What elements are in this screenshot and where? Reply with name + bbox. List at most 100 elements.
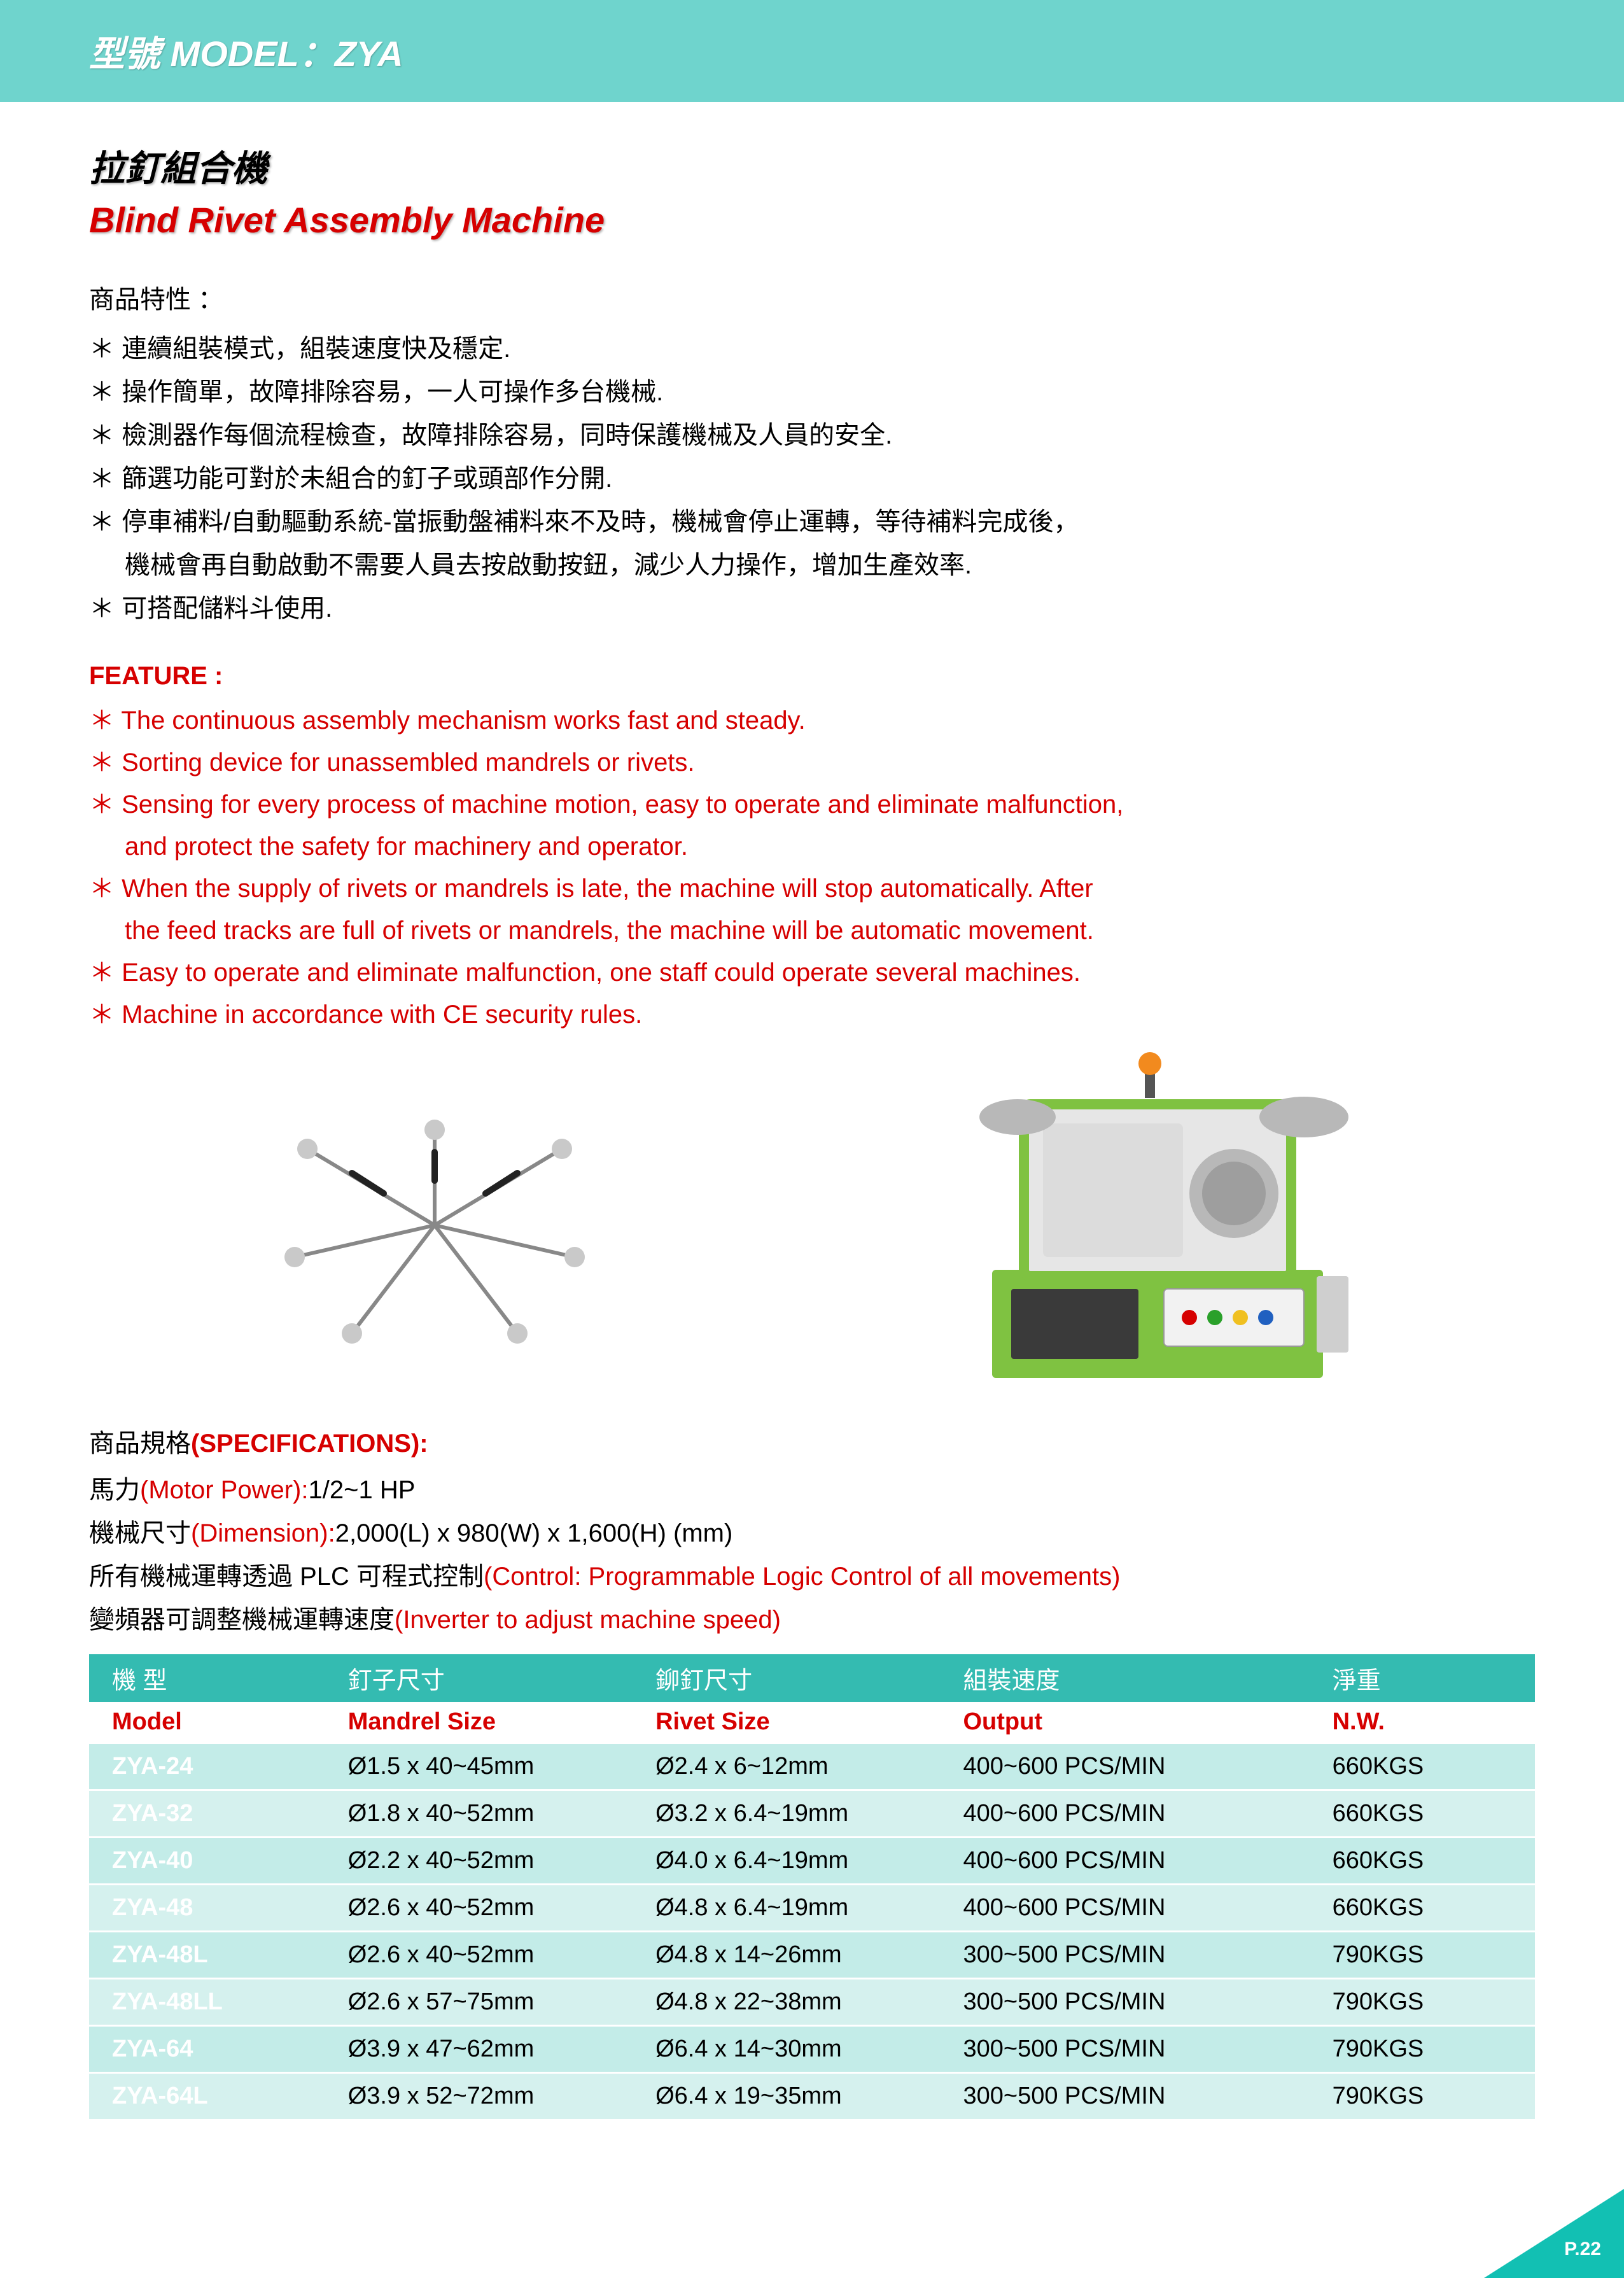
table-header-cn-cell: 淨重: [1320, 1654, 1535, 1702]
feature-cn-item: 連續組裝模式，組裝速度快及穩定.: [89, 327, 1535, 370]
feature-cn-item: 機械會再自動啟動不需要人員去按啟動按鈕，減少人力操作，增加生產效率.: [89, 544, 1535, 587]
header-title: 型號 MODEL：ZYA: [89, 25, 403, 77]
table-cell: 400~600 PCS/MIN: [951, 1838, 1320, 1885]
table-cell: 660KGS: [1320, 1838, 1535, 1885]
feature-cn-item: 檢測器作每個流程檢查，故障排除容易，同時保護機械及人員的安全.: [89, 414, 1535, 457]
table-cell: 790KGS: [1320, 2026, 1535, 2073]
table-cell: 660KGS: [1320, 1790, 1535, 1838]
table-header-en-cell: Model: [89, 1702, 335, 1743]
feature-en-item: Sensing for every process of machine mot…: [89, 784, 1535, 826]
spec-line-val: 2,000(L) x 980(W) x 1,600(H) (mm): [335, 1519, 733, 1547]
table-row: ZYA-32Ø1.8 x 40~52mmØ3.2 x 6.4~19mm400~6…: [89, 1790, 1535, 1838]
table-row: ZYA-24Ø1.5 x 40~45mmØ2.4 x 6~12mm400~600…: [89, 1743, 1535, 1790]
model-cell: ZYA-64: [89, 2026, 335, 2073]
model-cell: ZYA-40: [89, 1838, 335, 1885]
image-row: [89, 1047, 1535, 1403]
spec-line-cn: 變頻器可調整機械運轉速度: [89, 1606, 395, 1634]
table-header-en-cell: N.W.: [1320, 1702, 1535, 1743]
model-cell: ZYA-24: [89, 1743, 335, 1790]
machine-illustration: [935, 1047, 1380, 1403]
table-cell: Ø4.0 x 6.4~19mm: [643, 1838, 950, 1885]
table-row: ZYA-64Ø3.9 x 47~62mmØ6.4 x 14~30mm300~50…: [89, 2026, 1535, 2073]
table-cell: Ø4.8 x 22~38mm: [643, 1979, 950, 2026]
product-title-en: Blind Rivet Assembly Machine: [89, 199, 1535, 241]
page-number: P.22: [1564, 2239, 1601, 2260]
table-cell: Ø3.2 x 6.4~19mm: [643, 1790, 950, 1838]
spec-heading-cn: 商品規格: [89, 1430, 191, 1458]
spec-line-en: (Dimension):: [191, 1519, 335, 1547]
model-cell: ZYA-32: [89, 1790, 335, 1838]
table-cell: Ø6.4 x 19~35mm: [643, 2073, 950, 2120]
features-cn-label: 商品特性 ：: [89, 279, 1535, 316]
table-cell: 300~500 PCS/MIN: [951, 1979, 1320, 2026]
table-cell: Ø6.4 x 14~30mm: [643, 2026, 950, 2073]
table-cell: 400~600 PCS/MIN: [951, 1790, 1320, 1838]
table-row: ZYA-48Ø2.6 x 40~52mmØ4.8 x 6.4~19mm400~6…: [89, 1885, 1535, 1932]
spec-line: 機械尺寸(Dimension):2,000(L) x 980(W) x 1,60…: [89, 1512, 1535, 1555]
spec-heading: 商品規格(SPECIFICATIONS):: [89, 1423, 1535, 1459]
spec-line-cn: 所有機械運轉透過 PLC 可程式控制: [89, 1563, 484, 1591]
table-cell: 300~500 PCS/MIN: [951, 1932, 1320, 1979]
table-cell: 660KGS: [1320, 1885, 1535, 1932]
model-cell: ZYA-48LL: [89, 1979, 335, 2026]
table-header-cn-cell: 鉚釘尺寸: [643, 1654, 950, 1702]
table-cell: Ø4.8 x 6.4~19mm: [643, 1885, 950, 1932]
table-header-en-cell: Rivet Size: [643, 1702, 950, 1743]
spec-line-val: 1/2~1 HP: [309, 1476, 416, 1504]
features-en-label: FEATURE :: [89, 662, 1535, 691]
table-body: ZYA-24Ø1.5 x 40~45mmØ2.4 x 6~12mm400~600…: [89, 1743, 1535, 2120]
features-en-list: The continuous assembly mechanism works …: [89, 700, 1535, 1036]
content-area: 拉釘組合機 Blind Rivet Assembly Machine 商品特性 …: [0, 102, 1624, 2246]
table-cell: 660KGS: [1320, 1743, 1535, 1790]
table-cell: 790KGS: [1320, 1932, 1535, 1979]
spec-line: 變頻器可調整機械運轉速度(Inverter to adjust machine …: [89, 1598, 1535, 1642]
spec-line-en: (Inverter to adjust machine speed): [395, 1606, 781, 1634]
feature-cn-item: 停車補料/自動驅動系統-當振動盤補料來不及時，機械會停止運轉，等待補料完成後，: [89, 500, 1535, 544]
product-title-cn: 拉釘組合機: [89, 140, 1535, 192]
feature-cn-item: 篩選功能可對於未組合的釘子或頭部作分開.: [89, 457, 1535, 500]
table-header-en-cell: Output: [951, 1702, 1320, 1743]
table-row: ZYA-64LØ3.9 x 52~72mmØ6.4 x 19~35mm300~5…: [89, 2073, 1535, 2120]
table-cell: Ø3.9 x 52~72mm: [335, 2073, 643, 2120]
table-cell: Ø1.8 x 40~52mm: [335, 1790, 643, 1838]
feature-en-item: Easy to operate and eliminate malfunctio…: [89, 952, 1535, 994]
table-header-en: ModelMandrel SizeRivet SizeOutputN.W.: [89, 1702, 1535, 1743]
spec-heading-en: (SPECIFICATIONS):: [191, 1430, 428, 1458]
table-cell: 300~500 PCS/MIN: [951, 2026, 1320, 2073]
table-row: ZYA-48LØ2.6 x 40~52mmØ4.8 x 14~26mm300~5…: [89, 1932, 1535, 1979]
spec-line-cn: 機械尺寸: [89, 1519, 191, 1547]
table-header-cn-cell: 釘子尺寸: [335, 1654, 643, 1702]
feature-en-item: When the supply of rivets or mandrels is…: [89, 868, 1535, 910]
table-header-en-cell: Mandrel Size: [335, 1702, 643, 1743]
table-header-cn: 機 型釘子尺寸鉚釘尺寸組裝速度淨重: [89, 1654, 1535, 1702]
spec-line-en: (Motor Power):: [140, 1476, 309, 1504]
table-row: ZYA-40Ø2.2 x 40~52mmØ4.0 x 6.4~19mm400~6…: [89, 1838, 1535, 1885]
feature-en-item: The continuous assembly mechanism works …: [89, 700, 1535, 742]
table-cell: Ø2.4 x 6~12mm: [643, 1743, 950, 1790]
spec-table: 機 型釘子尺寸鉚釘尺寸組裝速度淨重 ModelMandrel SizeRivet…: [89, 1654, 1535, 2119]
table-cell: Ø2.2 x 40~52mm: [335, 1838, 643, 1885]
table-cell: 400~600 PCS/MIN: [951, 1743, 1320, 1790]
table-cell: Ø4.8 x 14~26mm: [643, 1932, 950, 1979]
model-cell: ZYA-48L: [89, 1932, 335, 1979]
rivets-illustration: [244, 1092, 626, 1359]
model-cell: ZYA-48: [89, 1885, 335, 1932]
table-header-cn-cell: 組裝速度: [951, 1654, 1320, 1702]
table-cell: Ø2.6 x 40~52mm: [335, 1932, 643, 1979]
spec-line-cn: 馬力: [89, 1476, 140, 1504]
model-cell: ZYA-64L: [89, 2073, 335, 2120]
table-cell: Ø2.6 x 57~75mm: [335, 1979, 643, 2026]
table-row: ZYA-48LLØ2.6 x 57~75mmØ4.8 x 22~38mm300~…: [89, 1979, 1535, 2026]
spec-lines: 馬力(Motor Power):1/2~1 HP機械尺寸(Dimension):…: [89, 1468, 1535, 1642]
table-cell: Ø1.5 x 40~45mm: [335, 1743, 643, 1790]
table-cell: Ø3.9 x 47~62mm: [335, 2026, 643, 2073]
table-header-cn-cell: 機 型: [89, 1654, 335, 1702]
table-cell: Ø2.6 x 40~52mm: [335, 1885, 643, 1932]
spec-line: 所有機械運轉透過 PLC 可程式控制(Control: Programmable…: [89, 1555, 1535, 1598]
page-corner: [1484, 2189, 1624, 2278]
feature-en-item: the feed tracks are full of rivets or ma…: [89, 910, 1535, 952]
header-band: 型號 MODEL：ZYA: [0, 0, 1624, 102]
spec-line: 馬力(Motor Power):1/2~1 HP: [89, 1468, 1535, 1512]
feature-cn-item: 操作簡單，故障排除容易，一人可操作多台機械.: [89, 370, 1535, 414]
table-cell: 790KGS: [1320, 2073, 1535, 2120]
